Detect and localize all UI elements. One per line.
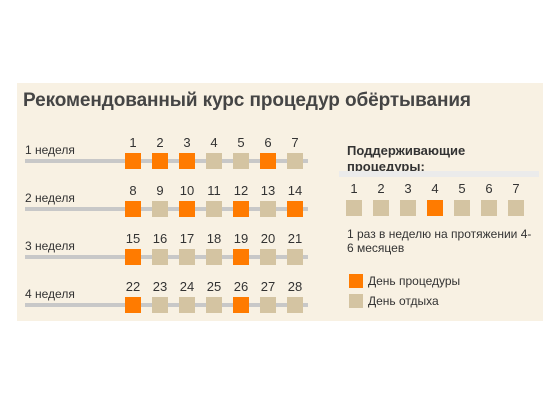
rest-day-square (287, 297, 303, 313)
procedure-day-square (125, 297, 141, 313)
procedure-day-square (233, 201, 249, 217)
support-day-number: 4 (431, 181, 439, 196)
day-number: 4 (210, 135, 218, 150)
day-number: 8 (129, 183, 137, 198)
day-number: 5 (237, 135, 245, 150)
day-number: 6 (264, 135, 272, 150)
rest-day-square (287, 249, 303, 265)
procedure-day-square (125, 201, 141, 217)
support-note: 1 раз в неделю на протяжении 4-6 месяцев (347, 227, 532, 255)
schedule-panel: Рекомендованный курс процедур обёртывани… (17, 83, 543, 321)
support-track (339, 171, 539, 177)
day-number: 1 (129, 135, 137, 150)
support-rest-square (346, 200, 362, 216)
support-title: Поддерживающие процедуры: (347, 143, 466, 174)
legend-swatch-rest (349, 294, 363, 308)
day-number: 24 (179, 279, 195, 294)
rest-day-square (152, 297, 168, 313)
day-number: 11 (207, 183, 221, 198)
procedure-day-square (287, 201, 303, 217)
support-day-number: 5 (458, 181, 466, 196)
rest-day-square (260, 201, 276, 217)
week-label: 3 неделя (25, 239, 75, 253)
rest-day-square (233, 153, 249, 169)
day-number: 17 (179, 231, 195, 246)
procedure-day-square (233, 249, 249, 265)
support-rest-square (454, 200, 470, 216)
day-number: 26 (233, 279, 249, 294)
day-number: 22 (125, 279, 141, 294)
procedure-day-square (260, 153, 276, 169)
day-number: 25 (206, 279, 222, 294)
support-rest-square (373, 200, 389, 216)
day-number: 18 (206, 231, 222, 246)
day-number: 20 (260, 231, 276, 246)
day-number: 2 (156, 135, 164, 150)
rest-day-square (179, 249, 195, 265)
procedure-day-square (233, 297, 249, 313)
page-title: Рекомендованный курс процедур обёртывани… (23, 90, 471, 111)
rest-day-square (260, 249, 276, 265)
rest-day-square (206, 297, 222, 313)
support-day-number: 3 (404, 181, 412, 196)
procedure-day-square (152, 153, 168, 169)
day-number: 3 (183, 135, 191, 150)
day-number: 28 (287, 279, 303, 294)
week-label: 4 неделя (25, 287, 75, 301)
day-number: 12 (233, 183, 249, 198)
day-number: 19 (233, 231, 249, 246)
day-number: 14 (287, 183, 303, 198)
day-number: 21 (287, 231, 303, 246)
legend-label-procedure: День процедуры (368, 274, 461, 288)
legend-label-rest: День отдыха (368, 294, 439, 308)
week-label: 1 неделя (25, 143, 75, 157)
day-number: 10 (179, 183, 195, 198)
day-number: 23 (152, 279, 168, 294)
support-rest-square (481, 200, 497, 216)
support-day-number: 2 (377, 181, 385, 196)
rest-day-square (179, 297, 195, 313)
support-rest-square (508, 200, 524, 216)
procedure-day-square (125, 249, 141, 265)
day-number: 16 (152, 231, 168, 246)
procedure-day-square (179, 153, 195, 169)
support-procedure-square (427, 200, 443, 216)
rest-day-square (260, 297, 276, 313)
day-number: 27 (260, 279, 276, 294)
rest-day-square (206, 249, 222, 265)
rest-day-square (206, 201, 222, 217)
legend-swatch-procedure (349, 274, 363, 288)
support-day-number: 1 (350, 181, 358, 196)
procedure-day-square (125, 153, 141, 169)
rest-day-square (206, 153, 222, 169)
day-number: 9 (156, 183, 164, 198)
rest-day-square (152, 249, 168, 265)
week-label: 2 неделя (25, 191, 75, 205)
day-number: 15 (125, 231, 141, 246)
support-day-number: 7 (512, 181, 520, 196)
day-number: 13 (260, 183, 276, 198)
support-day-number: 6 (485, 181, 493, 196)
rest-day-square (287, 153, 303, 169)
day-number: 7 (291, 135, 299, 150)
rest-day-square (152, 201, 168, 217)
support-rest-square (400, 200, 416, 216)
procedure-day-square (179, 201, 195, 217)
